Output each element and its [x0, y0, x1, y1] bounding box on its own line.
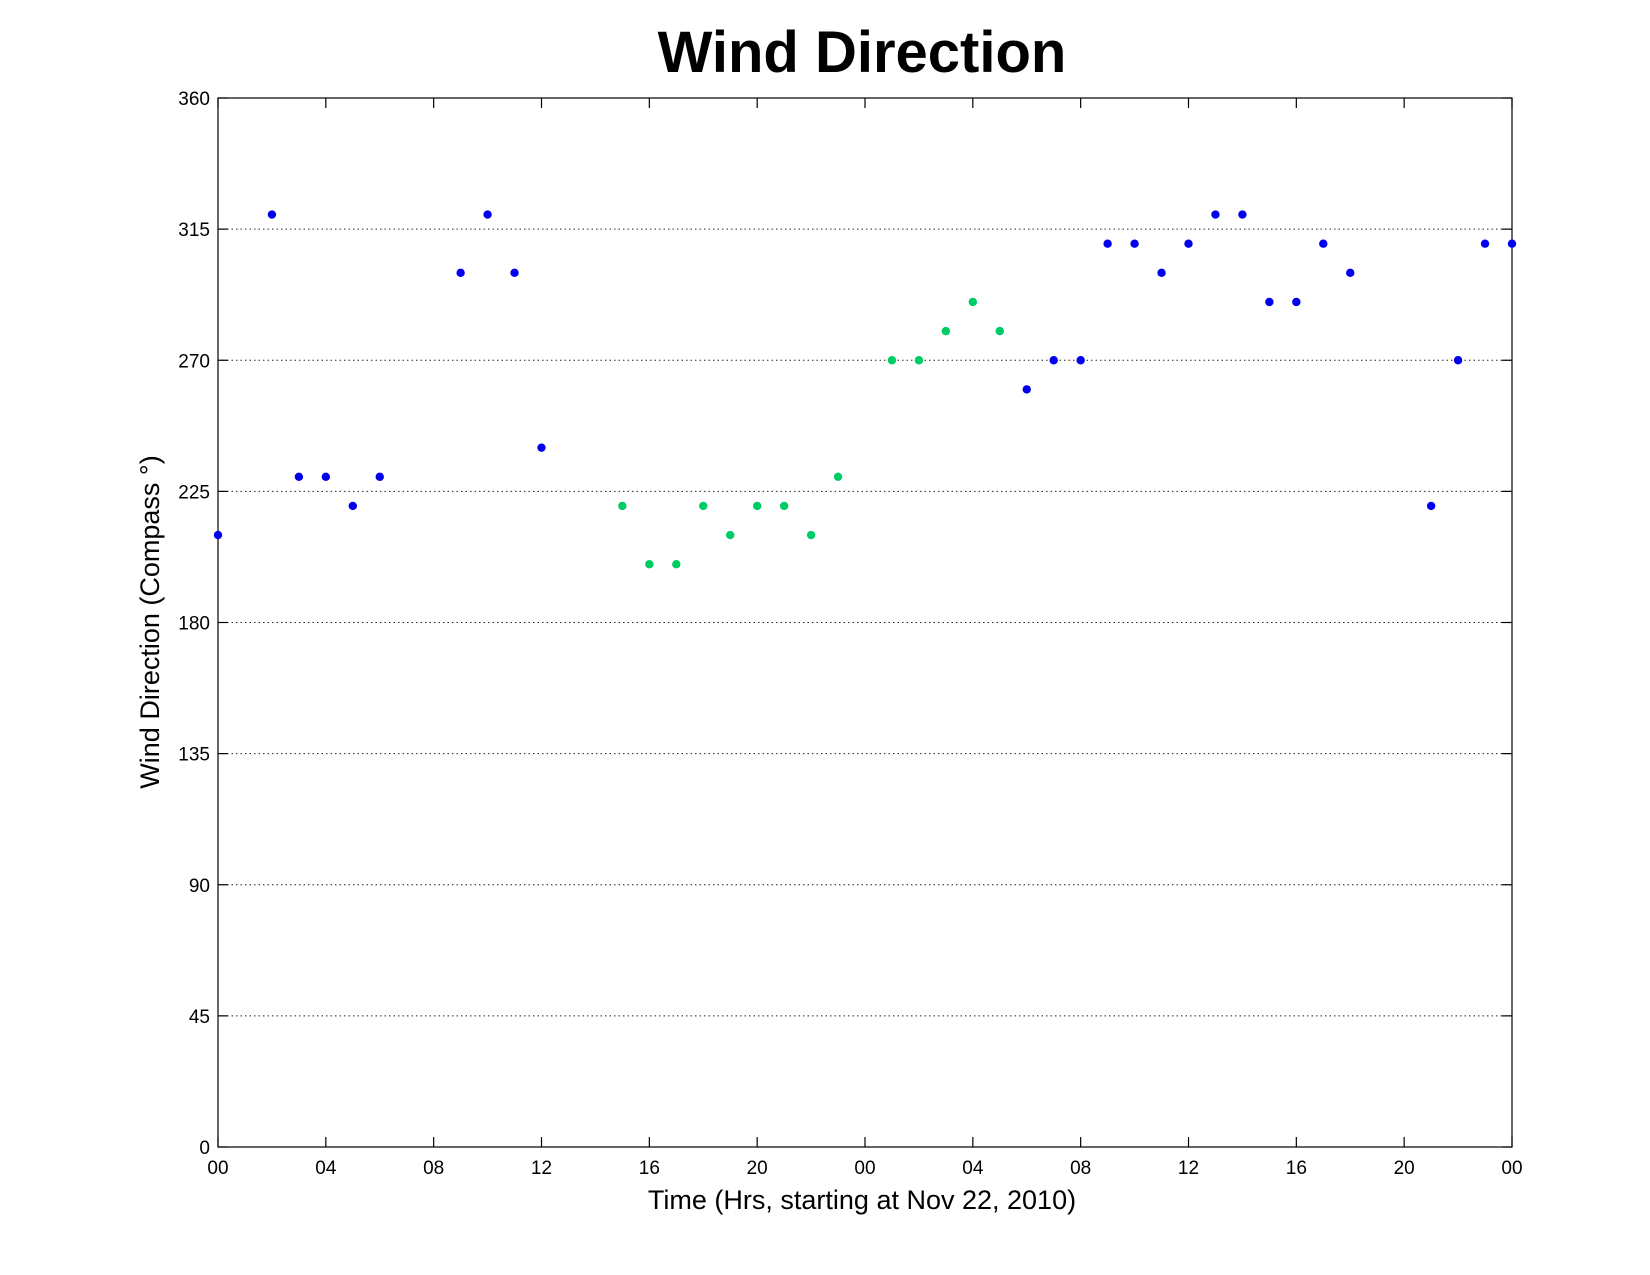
data-point: [1480, 239, 1490, 248]
data-point: [887, 356, 897, 365]
y-tick-label: 270: [178, 351, 210, 372]
x-tick-label: 00: [1501, 1158, 1522, 1179]
data-point: [537, 443, 546, 452]
chart-title: Wind Direction: [658, 20, 1067, 85]
data-point: [213, 530, 223, 540]
data-point: [1184, 239, 1193, 248]
y-tick-label: 225: [178, 482, 210, 503]
data-point: [294, 472, 304, 482]
x-tick-label: 00: [207, 1158, 228, 1179]
x-tick-label: 12: [531, 1158, 552, 1179]
plot-area-frame: [217, 97, 1513, 1148]
data-point: [348, 501, 357, 511]
data-point: [1049, 356, 1058, 365]
data-point: [1022, 385, 1031, 394]
y-gridlines: [218, 228, 1512, 1017]
x-axis-label: Time (Hrs, starting at Nov 22, 2010): [648, 1185, 1076, 1215]
x-tick-label: 04: [962, 1158, 984, 1179]
y-tick-label: 45: [189, 1007, 210, 1028]
data-point: [1346, 268, 1355, 278]
y-tick-label: 315: [178, 220, 210, 241]
data-point: [914, 356, 924, 365]
data-point: [375, 472, 384, 482]
y-tick-label: 0: [199, 1138, 210, 1159]
data-point: [618, 501, 627, 511]
data-point: [510, 268, 519, 278]
data-point: [726, 530, 735, 540]
data-point: [995, 326, 1004, 336]
series-1: [618, 297, 1004, 569]
data-point: [456, 268, 465, 278]
x-tick-label: 00: [854, 1158, 875, 1179]
y-tick-label: 180: [178, 614, 210, 635]
x-tick-label: 04: [315, 1158, 337, 1179]
data-point: [806, 530, 816, 540]
data-point: [833, 472, 843, 482]
x-tick-label: 20: [1394, 1158, 1415, 1179]
x-tick-labels: 00 04 08 12 16 20 00 04 08 12 16 20 00: [207, 1158, 1522, 1179]
x-tick-label: 08: [1070, 1158, 1091, 1179]
data-point: [1426, 501, 1436, 511]
data-points: [213, 210, 1517, 569]
data-point: [483, 210, 492, 219]
data-point: [1319, 239, 1328, 248]
data-point: [1507, 239, 1517, 248]
data-point: [1292, 297, 1301, 307]
x-tick-label: 16: [639, 1158, 660, 1179]
axis-ticks: [217, 97, 1513, 1148]
data-point: [672, 560, 681, 569]
x-tick-label: 20: [747, 1158, 768, 1179]
data-point: [1103, 239, 1112, 248]
data-point: [267, 210, 277, 219]
data-point: [752, 501, 762, 511]
data-point: [321, 472, 331, 482]
data-point: [699, 501, 708, 511]
data-point: [1238, 210, 1247, 219]
data-point: [645, 560, 654, 569]
y-tick-label: 360: [178, 89, 210, 110]
data-point: [1130, 239, 1139, 248]
x-tick-label: 16: [1286, 1158, 1307, 1179]
x-tick-label: 12: [1178, 1158, 1199, 1179]
data-point: [968, 297, 978, 307]
data-point: [1157, 268, 1166, 278]
data-point: [941, 326, 951, 336]
data-point: [1076, 356, 1085, 365]
data-point: [779, 501, 789, 511]
y-tick-label: 135: [178, 745, 210, 766]
data-point: [1453, 356, 1463, 365]
y-axis-label: Wind Direction (Compass °): [135, 455, 165, 788]
y-tick-labels: 0 45 90 135 180 225 270 315 360: [178, 89, 210, 1159]
x-tick-label: 08: [423, 1158, 444, 1179]
data-point: [1211, 210, 1220, 219]
data-point: [1265, 297, 1274, 307]
series-0: [213, 210, 1517, 540]
y-tick-label: 90: [189, 876, 210, 897]
